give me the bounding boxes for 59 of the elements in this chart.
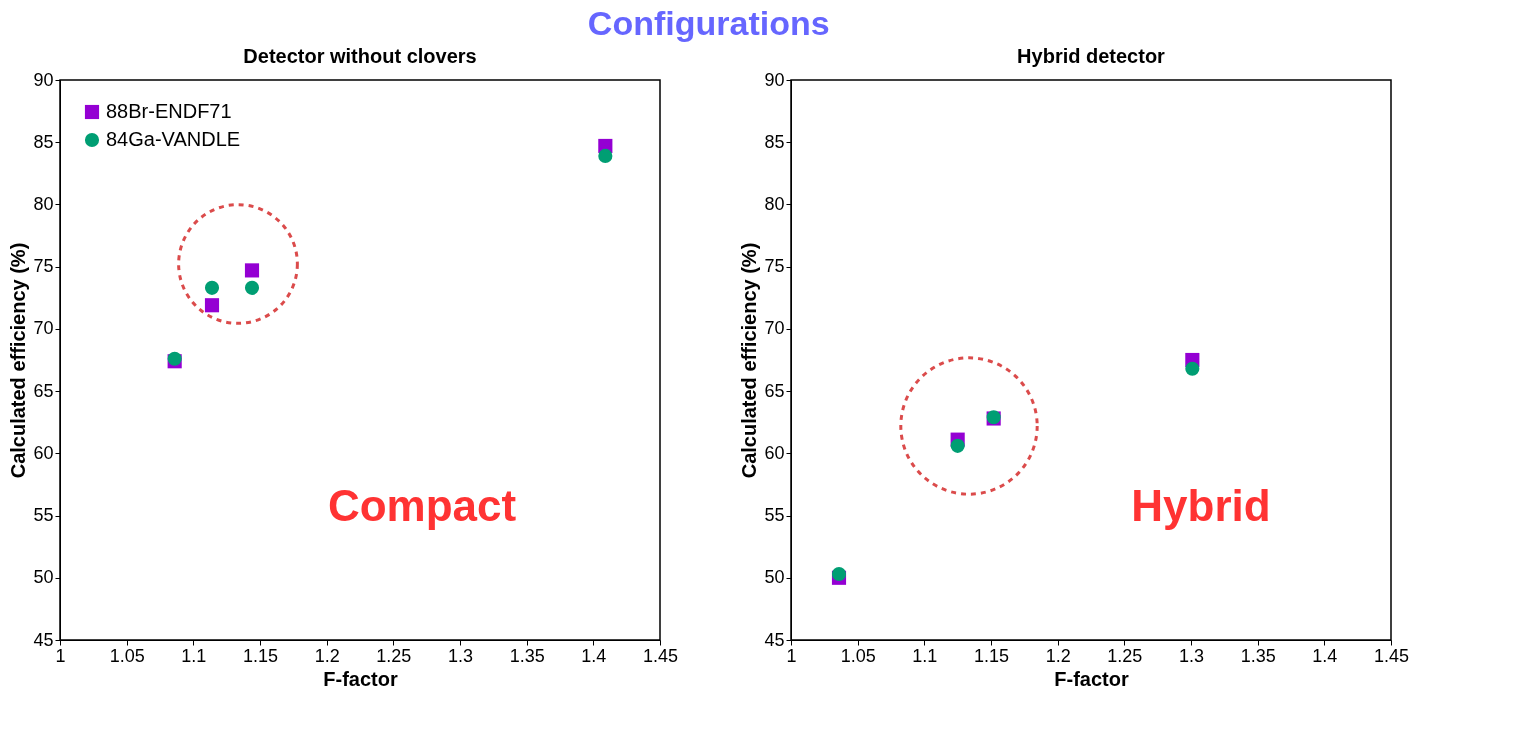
y-tick-label: 45	[33, 629, 54, 650]
y-tick-label: 50	[33, 567, 54, 588]
y-tick-label: 85	[33, 131, 54, 152]
y-tick-label: 60	[33, 442, 54, 463]
x-tick-label: 1.15	[973, 645, 1010, 666]
x-tick-label: 1	[786, 645, 797, 666]
x-tick-label: 1.05	[840, 645, 876, 666]
x-axis-title: F-factor	[323, 667, 398, 690]
x-tick-label: 1.1	[181, 645, 207, 666]
y-tick-label: 85	[764, 131, 785, 152]
y-tick-label: 55	[764, 505, 785, 526]
x-tick-label: 1.4	[1312, 645, 1338, 666]
x-tick-label: 1.05	[109, 645, 145, 666]
x-tick-label: 1.2	[314, 645, 340, 666]
y-axis-title: Calculated efficiency (%)	[7, 242, 30, 479]
y-tick-label: 60	[764, 442, 785, 463]
point	[244, 263, 260, 278]
x-axis-title: F-factor	[1054, 667, 1129, 690]
y-tick-label: 90	[33, 69, 54, 90]
point	[598, 148, 613, 163]
x-tick-label: 1.45	[1373, 645, 1410, 666]
x-tick-label: 1.25	[376, 645, 412, 666]
point	[831, 566, 847, 582]
x-tick-label: 1.3	[447, 645, 474, 666]
x-tick-label: 1.35	[1240, 645, 1276, 666]
y-tick-label: 55	[33, 505, 54, 526]
x-tick-label: 1.3	[1178, 645, 1205, 666]
y-tick-label: 70	[33, 318, 54, 339]
y-tick-label: 70	[764, 318, 785, 339]
y-tick-label: 90	[764, 69, 785, 90]
y-tick-label: 80	[764, 193, 785, 214]
y-tick-label: 75	[764, 256, 785, 277]
point	[950, 438, 965, 453]
x-tick-label: 1	[55, 645, 66, 666]
point	[244, 280, 260, 295]
chart-title: Hybrid detector	[1017, 45, 1166, 67]
x-tick-label: 1.35	[509, 645, 545, 666]
y-tick-label: 80	[33, 193, 54, 214]
y-tick-label: 75	[33, 256, 54, 277]
legend-label: 88Br-ENDF71	[106, 100, 232, 122]
y-tick-label: 50	[764, 567, 785, 588]
legend-label: 84Ga-VANDLE	[106, 128, 241, 150]
x-tick-label: 1.45	[642, 645, 679, 666]
y-tick-label: 65	[764, 380, 785, 401]
x-tick-label: 1.4	[581, 645, 607, 666]
annotation: Hybrid	[1131, 481, 1271, 530]
annotation: Compact	[327, 481, 517, 530]
point	[204, 280, 220, 295]
x-tick-label: 1.15	[242, 645, 279, 666]
point	[204, 298, 220, 313]
y-axis-title: Calculated efficiency (%)	[738, 242, 761, 479]
y-tick-label: 45	[764, 629, 785, 650]
chart-title: Detector without clovers	[243, 45, 477, 67]
y-tick-label: 65	[33, 380, 54, 401]
point	[1185, 361, 1200, 376]
x-tick-label: 1.2	[1045, 645, 1071, 666]
x-tick-label: 1.25	[1107, 645, 1143, 666]
text: Configurations	[587, 4, 830, 43]
x-tick-label: 1.1	[912, 645, 938, 666]
